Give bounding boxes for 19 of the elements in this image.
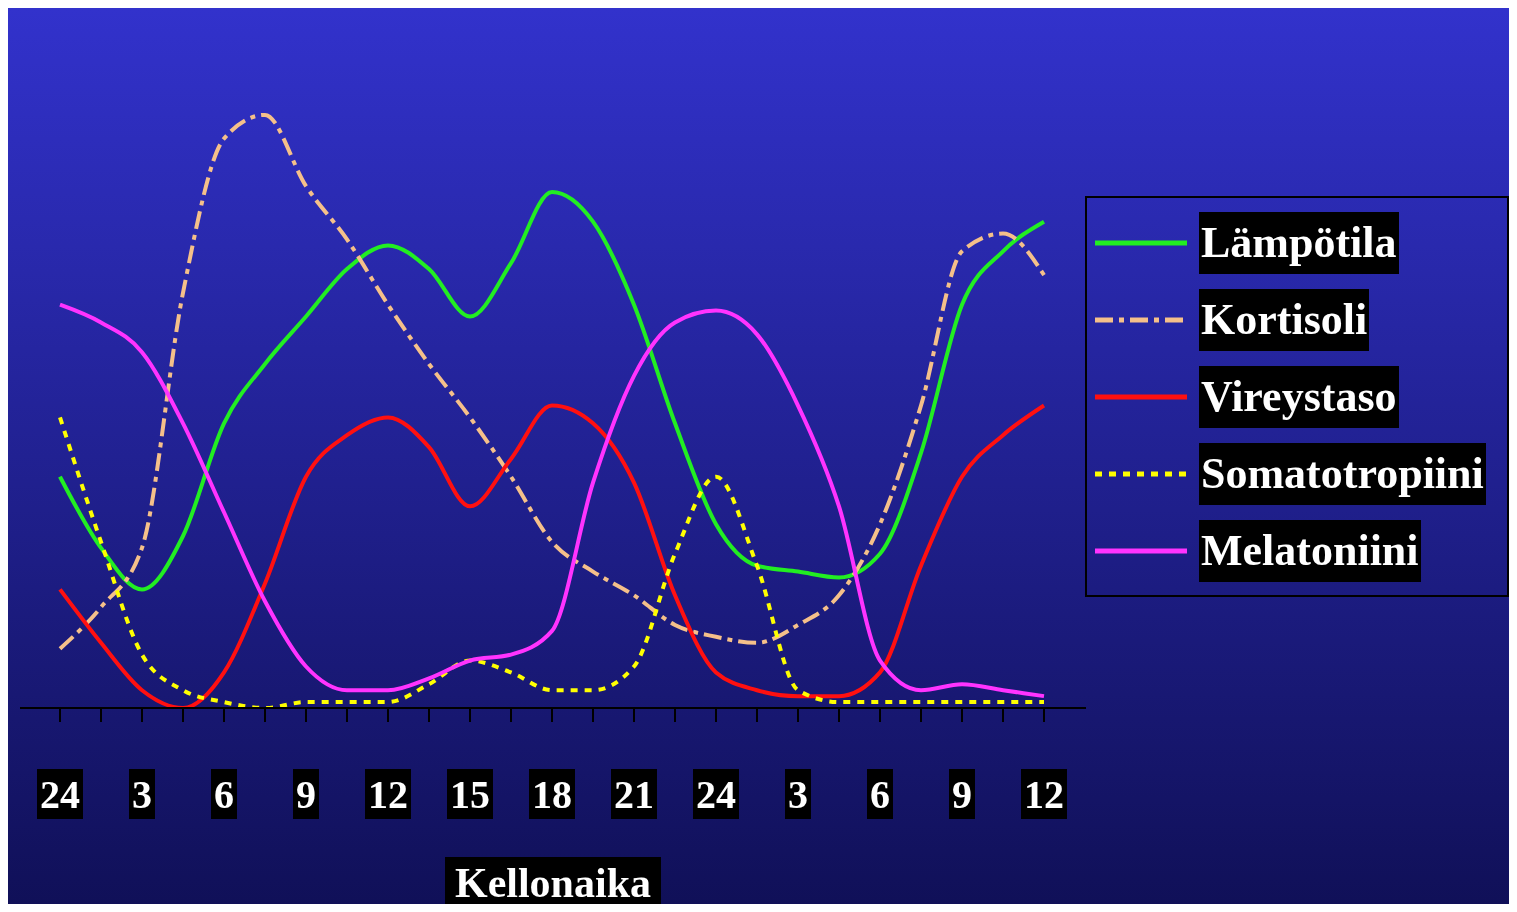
- x-axis-title: Kellonaika: [454, 860, 652, 906]
- x-tick-label: 12: [368, 771, 408, 817]
- legend-label: Kortisoli: [1199, 288, 1370, 351]
- x-tick-label: 18: [532, 771, 572, 817]
- x-tick-label: 6: [870, 771, 890, 817]
- x-tick-label: 6: [214, 771, 234, 817]
- x-tick-label: 9: [952, 771, 972, 817]
- legend-label: Vireystaso: [1199, 365, 1399, 428]
- legend-label: Somatotropiini: [1199, 442, 1486, 505]
- x-tick-label: 24: [696, 771, 736, 817]
- legend-label: Melatoniini: [1199, 519, 1421, 582]
- x-tick-label: 21: [614, 771, 654, 817]
- x-tick-label: 3: [788, 771, 808, 817]
- x-tick-label: 15: [450, 771, 490, 817]
- x-tick-label: 12: [1024, 771, 1064, 817]
- legend-label: Lämpötila: [1199, 211, 1399, 274]
- x-tick-label: 3: [132, 771, 152, 817]
- x-tick-label: 24: [40, 771, 80, 817]
- x-tick-label: 9: [296, 771, 316, 817]
